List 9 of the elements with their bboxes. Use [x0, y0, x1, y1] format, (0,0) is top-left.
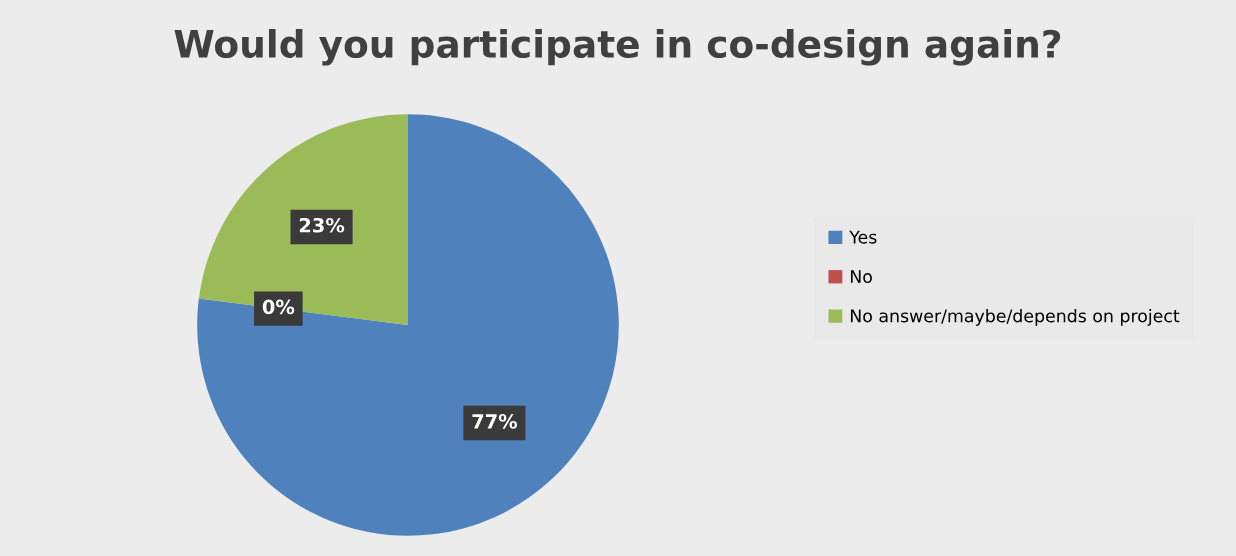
- chart-title: Would you participate in co-design again?: [174, 28, 1061, 66]
- data-label: 23%: [299, 217, 345, 233]
- pie-slice: [197, 114, 619, 536]
- legend-label: No: [850, 270, 872, 284]
- pie-slice: [198, 114, 408, 325]
- data-label: 77%: [472, 413, 518, 429]
- legend-label: Yes: [849, 230, 877, 244]
- text: 0%: [262, 299, 295, 315]
- legend-label: No answer/maybe/depends on project: [850, 308, 1180, 326]
